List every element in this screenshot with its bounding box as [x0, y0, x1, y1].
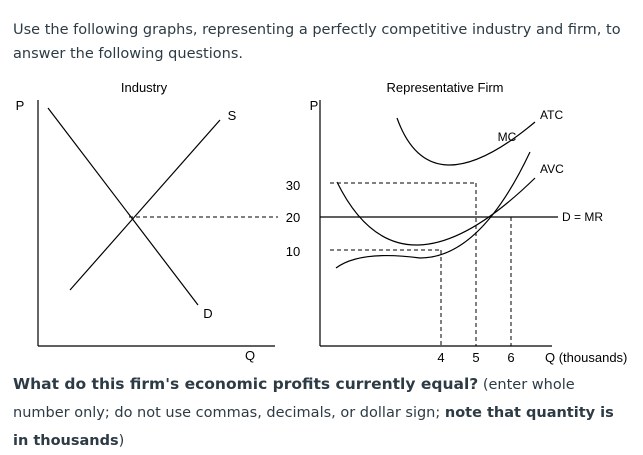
industry-demand-label: D — [203, 306, 212, 321]
question-instruction: (enter whole number only; do not use com… — [13, 377, 575, 421]
industry-supply-curve — [69, 119, 221, 291]
question-main: What do this firm's economic profits cur… — [13, 375, 479, 393]
avc-curve — [336, 177, 536, 246]
demand-mr-label: D = MR — [562, 210, 603, 224]
firm-quantity-axis-label: Q (thousands) — [545, 350, 627, 365]
price-tick-10: 10 — [286, 244, 300, 259]
intro-text: Use the following graphs, representing a… — [13, 22, 621, 62]
atc-label: ATC — [540, 108, 563, 122]
industry-supply-label: S — [228, 108, 237, 123]
mc-curve — [335, 151, 531, 269]
market-and-firm-graphs: Industry P Q S D Representative Firm P 3… — [16, 80, 628, 365]
quantity-tick-6: 6 — [507, 350, 514, 365]
price-tick-20: 20 — [286, 210, 300, 225]
mc-label: MC — [498, 130, 517, 144]
firm-price-axis-label: P — [310, 98, 319, 113]
atc-curve — [396, 117, 536, 166]
quantity-tick-5: 5 — [472, 350, 479, 365]
question: What do this firm's economic profits cur… — [13, 370, 633, 455]
quantity-tick-4: 4 — [437, 350, 444, 365]
industry-price-axis-label: P — [16, 98, 25, 113]
price-tick-30: 30 — [286, 178, 300, 193]
avc-label: AVC — [540, 162, 564, 176]
industry-quantity-axis-label: Q — [245, 348, 255, 363]
firm-title: Representative Firm — [386, 80, 503, 95]
question-tail: ) — [118, 433, 125, 449]
industry-demand-curve — [47, 107, 199, 306]
industry-title: Industry — [121, 80, 168, 95]
